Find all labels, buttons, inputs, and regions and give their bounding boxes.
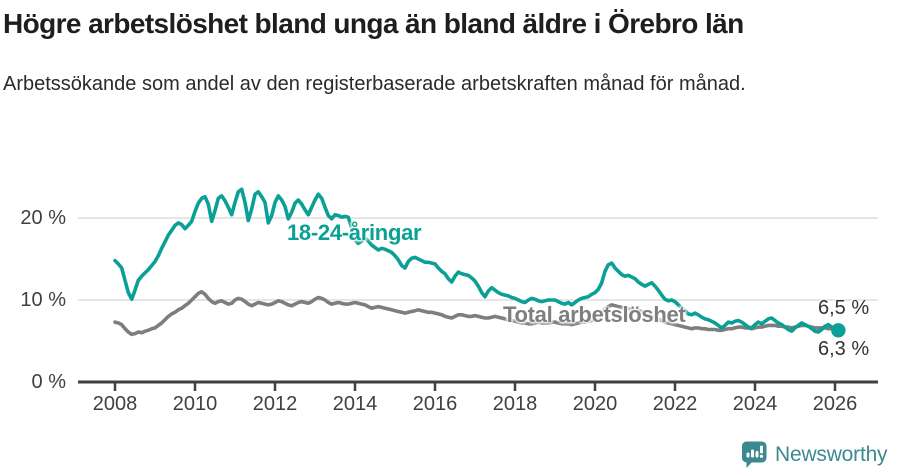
x-tick-label: 2020 [572, 393, 618, 415]
chart-series [113, 187, 846, 338]
x-tick-label: 2018 [492, 393, 538, 415]
y-tick-label: 10 % [20, 288, 66, 311]
x-tick-label: 2012 [252, 393, 298, 415]
end-value-label-youth: 6,3 % [818, 338, 870, 360]
series-endpoint-dot [831, 323, 846, 338]
x-tick-label: 2008 [92, 393, 138, 415]
chart-subtitle: Arbetssökande som andel av den registerb… [3, 73, 746, 95]
y-tick-label: 20 % [20, 206, 66, 229]
x-tick-label: 2026 [812, 393, 858, 415]
x-tick-label: 2014 [332, 393, 378, 415]
series-label-total: Total arbetslöshet [503, 302, 686, 327]
page-title: Högre arbetslöshet bland unga än bland ä… [3, 8, 744, 39]
x-axis [78, 380, 878, 391]
x-tick-label: 2016 [412, 393, 458, 415]
y-tick-label: 0 % [31, 370, 66, 393]
end-value-label-total: 6,5 % [818, 297, 870, 319]
x-tick-label: 2024 [732, 393, 778, 415]
newsworthy-logo: Newsworthy [740, 440, 888, 469]
newsworthy-logo-text: Newsworthy [775, 442, 888, 466]
x-tick-label: 2010 [172, 393, 218, 415]
newsworthy-logo-icon [741, 441, 767, 468]
series-line-total [113, 289, 841, 337]
series-line-youth [113, 187, 841, 334]
series-label-youth: 18-24-åringar [287, 220, 422, 245]
x-tick-label: 2022 [652, 393, 698, 415]
